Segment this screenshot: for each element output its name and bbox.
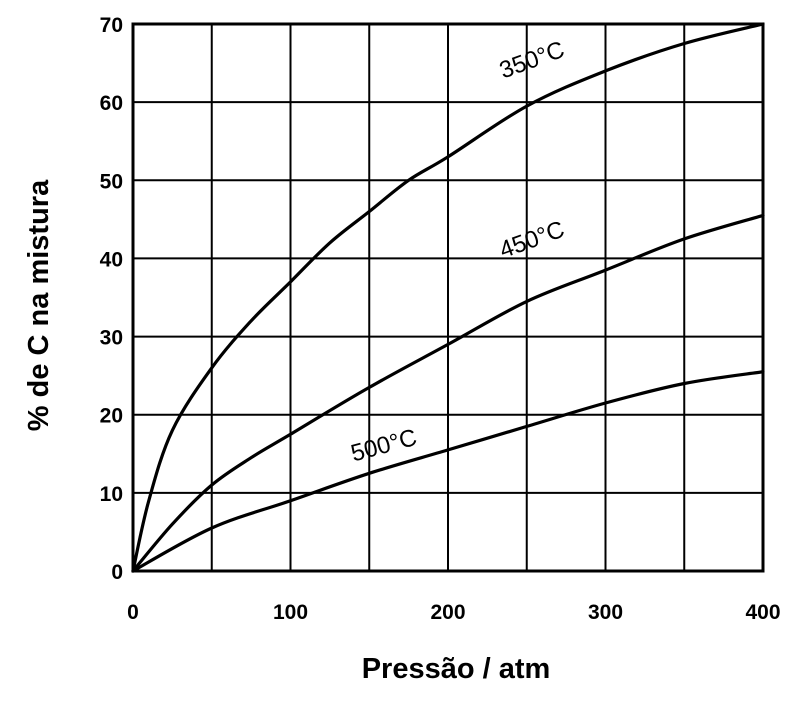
plot-frame — [131, 22, 765, 573]
y-tick-label: 40 — [100, 248, 123, 271]
x-tick-labels: 0 100 200 300 400 — [127, 601, 780, 624]
y-tick-label: 70 — [100, 14, 123, 37]
x-tick-label: 0 — [127, 601, 139, 624]
series-line-3 — [131, 370, 765, 573]
x-tick-label: 300 — [588, 601, 623, 624]
series-line-1 — [131, 22, 765, 573]
x-tick-label: 200 — [430, 601, 465, 624]
series-line-2 — [131, 213, 765, 573]
y-tick-label: 60 — [100, 92, 123, 115]
y-tick-label: 30 — [100, 327, 123, 350]
y-tick-label: 20 — [100, 405, 123, 428]
curves — [131, 22, 765, 573]
x-tick-label: 100 — [273, 601, 308, 624]
y-axis-label: % de C na mistura — [23, 179, 55, 431]
series-label: 350°C — [496, 36, 568, 84]
y-tick-label: 10 — [100, 483, 123, 506]
x-tick-label: 400 — [745, 601, 780, 624]
y-tick-labels: 0 10 20 30 40 50 60 70 — [100, 14, 123, 584]
series-label: 450°C — [496, 216, 568, 264]
y-tick-label: 0 — [111, 561, 123, 584]
grid — [133, 24, 763, 571]
x-axis-label: Pressão / atm — [362, 653, 551, 685]
y-tick-label: 50 — [100, 170, 123, 193]
